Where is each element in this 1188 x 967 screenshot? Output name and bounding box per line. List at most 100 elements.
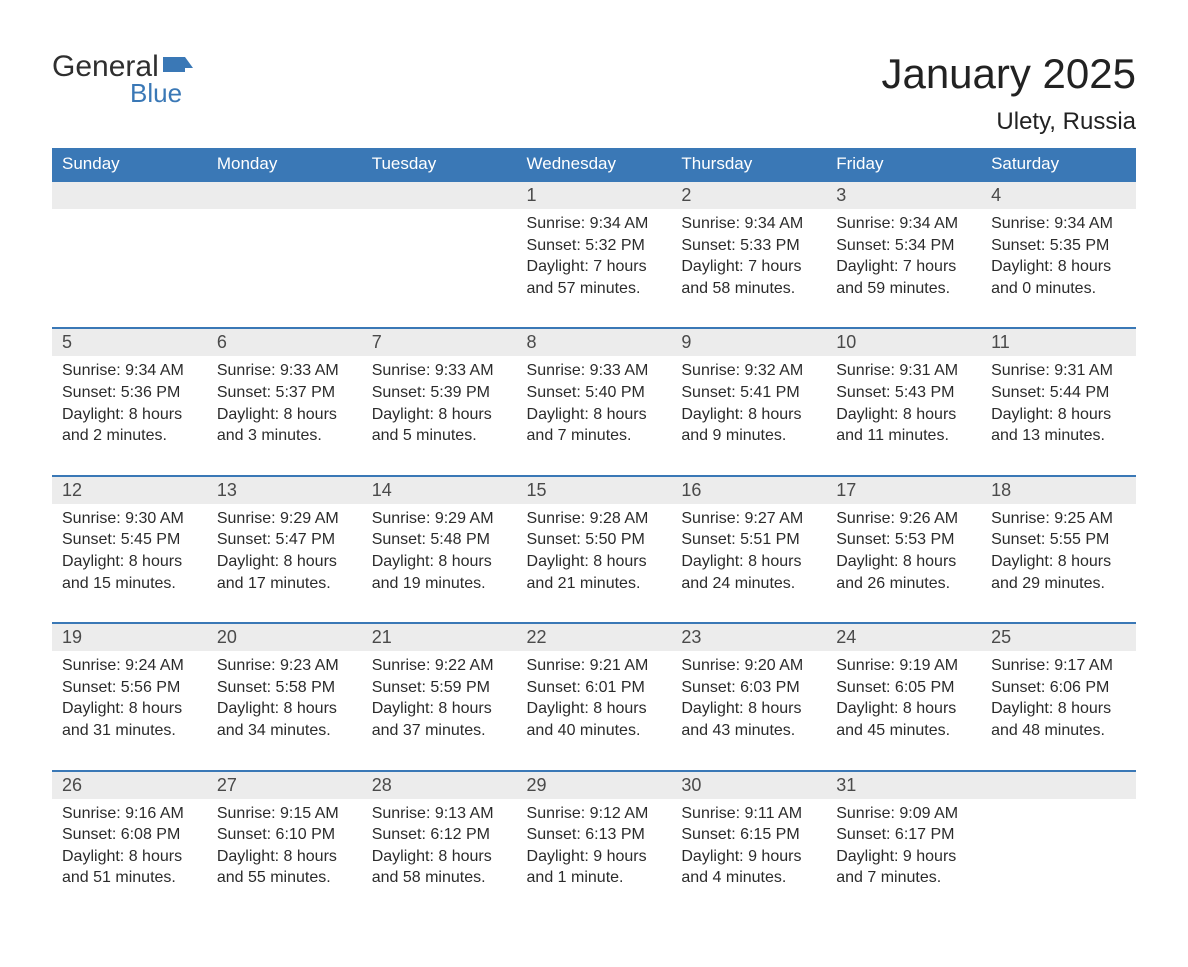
day-number-cell: 1: [517, 181, 672, 209]
sunset-text: Sunset: 5:44 PM: [991, 382, 1126, 404]
day-number-cell: 30: [671, 771, 826, 799]
day-content-cell: Sunrise: 9:19 AMSunset: 6:05 PMDaylight:…: [826, 651, 981, 770]
daylight-text: Daylight: 8 hours: [62, 846, 197, 868]
day-number-cell: 11: [981, 328, 1136, 356]
daylight-text: and 26 minutes.: [836, 573, 971, 595]
day-content-cell: Sunrise: 9:31 AMSunset: 5:43 PMDaylight:…: [826, 356, 981, 475]
daynum-row: 567891011: [52, 328, 1136, 356]
sunset-text: Sunset: 5:36 PM: [62, 382, 197, 404]
sunrise-text: Sunrise: 9:12 AM: [527, 803, 662, 825]
daylight-text: and 24 minutes.: [681, 573, 816, 595]
daylight-text: Daylight: 8 hours: [527, 551, 662, 573]
daynum-row: 12131415161718: [52, 476, 1136, 504]
daylight-text: Daylight: 8 hours: [527, 404, 662, 426]
daylight-text: Daylight: 8 hours: [217, 551, 352, 573]
day-number-cell: [981, 771, 1136, 799]
day-number-cell: 15: [517, 476, 672, 504]
day-content-cell: Sunrise: 9:33 AMSunset: 5:37 PMDaylight:…: [207, 356, 362, 475]
daynum-row: 262728293031: [52, 771, 1136, 799]
location-label: Ulety, Russia: [881, 108, 1136, 136]
day-content-cell: Sunrise: 9:27 AMSunset: 5:51 PMDaylight:…: [671, 504, 826, 623]
day-number-cell: 22: [517, 623, 672, 651]
sunset-text: Sunset: 5:51 PM: [681, 529, 816, 551]
sunrise-text: Sunrise: 9:27 AM: [681, 508, 816, 530]
sunrise-text: Sunrise: 9:31 AM: [836, 360, 971, 382]
daylight-text: Daylight: 9 hours: [836, 846, 971, 868]
sunrise-text: Sunrise: 9:31 AM: [991, 360, 1126, 382]
daylight-text: and 48 minutes.: [991, 720, 1126, 742]
day-content-cell: Sunrise: 9:24 AMSunset: 5:56 PMDaylight:…: [52, 651, 207, 770]
daylight-text: and 1 minute.: [527, 867, 662, 889]
daylight-text: Daylight: 8 hours: [62, 551, 197, 573]
daylight-text: Daylight: 7 hours: [681, 256, 816, 278]
day-number-cell: 16: [671, 476, 826, 504]
day-content-cell: Sunrise: 9:22 AMSunset: 5:59 PMDaylight:…: [362, 651, 517, 770]
day-number-cell: 18: [981, 476, 1136, 504]
daylight-text: and 55 minutes.: [217, 867, 352, 889]
day-number-cell: 27: [207, 771, 362, 799]
sunset-text: Sunset: 5:45 PM: [62, 529, 197, 551]
day-header: Thursday: [671, 148, 826, 181]
day-number-cell: 19: [52, 623, 207, 651]
daylight-text: Daylight: 9 hours: [681, 846, 816, 868]
sunset-text: Sunset: 6:06 PM: [991, 677, 1126, 699]
daylight-text: Daylight: 8 hours: [372, 698, 507, 720]
daylight-text: Daylight: 8 hours: [836, 404, 971, 426]
sunset-text: Sunset: 5:47 PM: [217, 529, 352, 551]
sunset-text: Sunset: 5:34 PM: [836, 235, 971, 257]
day-content-cell: Sunrise: 9:34 AMSunset: 5:34 PMDaylight:…: [826, 209, 981, 328]
day-number-cell: 21: [362, 623, 517, 651]
daylight-text: Daylight: 8 hours: [681, 698, 816, 720]
day-number-cell: 4: [981, 181, 1136, 209]
day-number-cell: [207, 181, 362, 209]
day-content-cell: Sunrise: 9:11 AMSunset: 6:15 PMDaylight:…: [671, 799, 826, 917]
sunset-text: Sunset: 5:37 PM: [217, 382, 352, 404]
daylight-text: and 43 minutes.: [681, 720, 816, 742]
day-content-cell: Sunrise: 9:26 AMSunset: 5:53 PMDaylight:…: [826, 504, 981, 623]
sunrise-text: Sunrise: 9:29 AM: [372, 508, 507, 530]
sunset-text: Sunset: 6:08 PM: [62, 824, 197, 846]
daylight-text: and 17 minutes.: [217, 573, 352, 595]
sunrise-text: Sunrise: 9:34 AM: [681, 213, 816, 235]
day-content-cell: Sunrise: 9:17 AMSunset: 6:06 PMDaylight:…: [981, 651, 1136, 770]
flag-icon: [163, 54, 193, 81]
daylight-text: and 51 minutes.: [62, 867, 197, 889]
day-number-cell: 2: [671, 181, 826, 209]
daylight-text: Daylight: 8 hours: [217, 846, 352, 868]
daylight-text: and 19 minutes.: [372, 573, 507, 595]
day-number-cell: 5: [52, 328, 207, 356]
daylight-text: and 11 minutes.: [836, 425, 971, 447]
sunrise-text: Sunrise: 9:29 AM: [217, 508, 352, 530]
daylight-text: and 15 minutes.: [62, 573, 197, 595]
sunrise-text: Sunrise: 9:13 AM: [372, 803, 507, 825]
day-content-cell: Sunrise: 9:15 AMSunset: 6:10 PMDaylight:…: [207, 799, 362, 917]
sunset-text: Sunset: 5:55 PM: [991, 529, 1126, 551]
content-row: Sunrise: 9:34 AMSunset: 5:32 PMDaylight:…: [52, 209, 1136, 328]
daylight-text: Daylight: 7 hours: [836, 256, 971, 278]
day-content-cell: [52, 209, 207, 328]
day-number-cell: [52, 181, 207, 209]
day-content-cell: [981, 799, 1136, 917]
daylight-text: Daylight: 8 hours: [681, 551, 816, 573]
day-header: Friday: [826, 148, 981, 181]
day-content-cell: Sunrise: 9:33 AMSunset: 5:40 PMDaylight:…: [517, 356, 672, 475]
sunset-text: Sunset: 5:59 PM: [372, 677, 507, 699]
sunset-text: Sunset: 6:17 PM: [836, 824, 971, 846]
sunrise-text: Sunrise: 9:16 AM: [62, 803, 197, 825]
day-number-cell: 23: [671, 623, 826, 651]
daylight-text: Daylight: 8 hours: [62, 698, 197, 720]
daylight-text: Daylight: 8 hours: [991, 698, 1126, 720]
daylight-text: and 7 minutes.: [527, 425, 662, 447]
day-content-cell: Sunrise: 9:13 AMSunset: 6:12 PMDaylight:…: [362, 799, 517, 917]
sunrise-text: Sunrise: 9:09 AM: [836, 803, 971, 825]
daylight-text: and 58 minutes.: [681, 278, 816, 300]
day-number-cell: 8: [517, 328, 672, 356]
sunrise-text: Sunrise: 9:34 AM: [527, 213, 662, 235]
day-content-cell: Sunrise: 9:09 AMSunset: 6:17 PMDaylight:…: [826, 799, 981, 917]
daylight-text: and 7 minutes.: [836, 867, 971, 889]
day-number-cell: [362, 181, 517, 209]
content-row: Sunrise: 9:30 AMSunset: 5:45 PMDaylight:…: [52, 504, 1136, 623]
day-content-cell: Sunrise: 9:32 AMSunset: 5:41 PMDaylight:…: [671, 356, 826, 475]
daylight-text: and 0 minutes.: [991, 278, 1126, 300]
daylight-text: Daylight: 8 hours: [681, 404, 816, 426]
